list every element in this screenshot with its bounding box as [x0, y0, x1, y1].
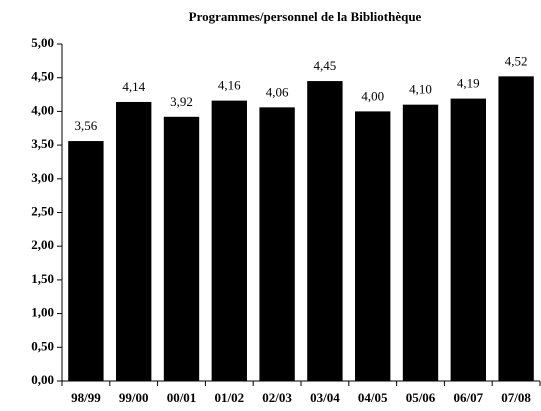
value-label: 4,16: [218, 78, 241, 93]
x-tick-label: 00/01: [167, 390, 197, 405]
bar: [355, 111, 391, 382]
y-tick-label: 1,00: [31, 305, 54, 320]
x-tick-label: 05/06: [406, 390, 436, 405]
value-label: 4,00: [361, 88, 384, 103]
bar: [259, 107, 295, 381]
bar: [68, 141, 104, 381]
x-tick-label: 01/02: [214, 390, 244, 405]
value-label: 4,14: [122, 79, 145, 94]
x-tick-label: 04/05: [358, 390, 388, 405]
y-tick-label: 0,00: [31, 372, 54, 387]
value-label: 4,52: [505, 53, 528, 68]
x-tick-label: 98/99: [71, 390, 101, 405]
x-tick-label: 06/07: [453, 390, 483, 405]
x-tick-label: 02/03: [262, 390, 292, 405]
chart-title: Programmes/personnel de la Bibliothèque: [189, 9, 422, 24]
value-label: 3,92: [170, 94, 193, 109]
x-tick-label: 03/04: [310, 390, 340, 405]
bar: [402, 104, 439, 381]
bar: [498, 76, 534, 382]
y-tick-label: 2,50: [31, 203, 54, 218]
bar: [307, 81, 343, 381]
bar: [211, 100, 247, 381]
x-tick-label: 99/00: [119, 390, 149, 405]
y-tick-label: 1,50: [31, 271, 54, 286]
y-tick-label: 4,50: [31, 69, 54, 84]
y-tick-label: 4,00: [31, 102, 54, 117]
bar: [116, 101, 152, 382]
x-tick-label: 07/08: [501, 390, 531, 405]
y-tick-label: 3,00: [31, 170, 54, 185]
value-label: 4,10: [409, 82, 432, 97]
value-label: 3,56: [75, 118, 98, 133]
bar: [163, 116, 200, 382]
y-tick-label: 0,50: [31, 338, 54, 353]
y-tick-label: 2,00: [31, 237, 54, 252]
value-label: 4,19: [457, 76, 480, 91]
bar: [450, 98, 486, 382]
y-tick-label: 5,00: [31, 35, 54, 50]
value-label: 4,06: [266, 84, 289, 99]
value-label: 4,45: [314, 58, 337, 73]
y-tick-label: 3,50: [31, 136, 54, 151]
